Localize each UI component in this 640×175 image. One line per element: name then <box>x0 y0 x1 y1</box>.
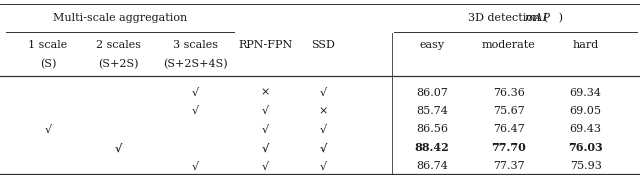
Text: 76.36: 76.36 <box>493 88 525 98</box>
Text: 1 scale: 1 scale <box>28 40 68 51</box>
Text: mAP: mAP <box>525 13 550 23</box>
Text: 75.67: 75.67 <box>493 106 525 116</box>
Text: 77.37: 77.37 <box>493 161 525 171</box>
Text: ×: × <box>261 88 270 98</box>
Text: 69.05: 69.05 <box>570 106 602 116</box>
Text: (S): (S) <box>40 59 56 69</box>
Text: √: √ <box>191 88 199 98</box>
Text: 88.42: 88.42 <box>415 142 449 153</box>
Text: √: √ <box>262 161 269 171</box>
Text: √: √ <box>191 161 199 171</box>
Text: √: √ <box>115 142 122 153</box>
Text: √: √ <box>191 106 199 116</box>
Text: hard: hard <box>572 40 599 51</box>
Text: 75.93: 75.93 <box>570 161 602 171</box>
Text: (S+2S): (S+2S) <box>98 59 139 69</box>
Text: 69.43: 69.43 <box>570 124 602 135</box>
Text: 69.34: 69.34 <box>570 88 602 98</box>
Text: √: √ <box>262 142 269 153</box>
Text: Multi-scale aggregation: Multi-scale aggregation <box>53 13 187 23</box>
Text: 3D detection (​​​​​​​​   ): 3D detection (​​​​​​​​ ) <box>468 13 563 23</box>
Text: 86.07: 86.07 <box>416 88 448 98</box>
Text: (S+2S+4S): (S+2S+4S) <box>163 59 227 69</box>
Text: moderate: moderate <box>482 40 536 51</box>
Text: √: √ <box>319 124 327 135</box>
Text: √: √ <box>262 106 269 116</box>
Text: 86.74: 86.74 <box>416 161 448 171</box>
Text: 85.74: 85.74 <box>416 106 448 116</box>
Text: √: √ <box>319 161 327 171</box>
Text: RPN-FPN: RPN-FPN <box>239 40 292 51</box>
Text: √: √ <box>44 124 52 135</box>
Text: ×: × <box>319 106 328 116</box>
Text: √: √ <box>262 124 269 135</box>
Text: 76.03: 76.03 <box>568 142 603 153</box>
Text: √: √ <box>319 142 327 153</box>
Text: 86.56: 86.56 <box>416 124 448 135</box>
Text: 77.70: 77.70 <box>492 142 526 153</box>
Text: SSD: SSD <box>311 40 335 51</box>
Text: 3 scales: 3 scales <box>173 40 218 51</box>
Text: 2 scales: 2 scales <box>96 40 141 51</box>
Text: easy: easy <box>419 40 445 51</box>
Text: 76.47: 76.47 <box>493 124 525 135</box>
Text: √: √ <box>319 88 327 98</box>
